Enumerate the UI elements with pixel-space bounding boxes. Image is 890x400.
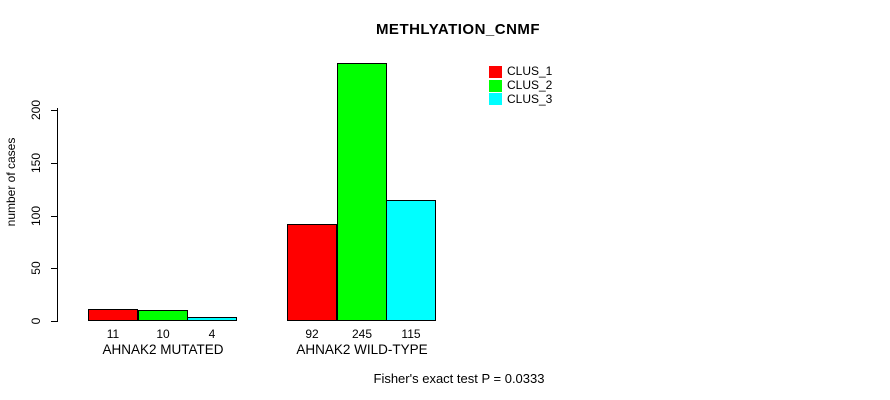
bar-CLUS_2 bbox=[138, 310, 188, 321]
y-axis-label: number of cases bbox=[4, 137, 18, 227]
bar-value-label: 92 bbox=[305, 327, 319, 341]
y-tick-label: 100 bbox=[29, 205, 43, 227]
x-axis-group-label: AHNAK2 MUTATED bbox=[102, 342, 224, 357]
bar-CLUS_1 bbox=[88, 309, 138, 321]
legend-label: CLUS_3 bbox=[507, 91, 553, 106]
fisher-test-annotation: Fisher's exact test P = 0.0333 bbox=[373, 371, 545, 386]
bar-value-label: 115 bbox=[401, 327, 421, 341]
legend-swatch-icon bbox=[489, 93, 502, 106]
y-tick-label: 150 bbox=[29, 152, 43, 174]
y-tick-mark bbox=[51, 321, 58, 322]
x-axis-group-label: AHNAK2 WILD-TYPE bbox=[296, 342, 428, 357]
legend-label: CLUS_1 bbox=[507, 64, 553, 79]
y-tick-mark bbox=[51, 163, 58, 164]
legend-item: CLUS_3 bbox=[489, 92, 552, 106]
y-tick-mark bbox=[51, 216, 58, 217]
legend-item: CLUS_1 bbox=[489, 65, 552, 79]
bar-value-label: 11 bbox=[106, 327, 120, 341]
bar-value-label: 10 bbox=[156, 327, 170, 341]
bar-value-label: 4 bbox=[208, 327, 216, 341]
bar-CLUS_3 bbox=[187, 317, 237, 321]
legend-label: CLUS_2 bbox=[507, 78, 553, 93]
y-tick-mark bbox=[51, 268, 58, 269]
y-tick-mark bbox=[51, 110, 58, 111]
y-axis-line bbox=[57, 108, 58, 322]
bar-CLUS_3 bbox=[386, 200, 436, 321]
bar-CLUS_1 bbox=[287, 224, 337, 321]
legend: CLUS_1 CLUS_2 CLUS_3 bbox=[489, 65, 552, 106]
chart-title: METHLYATION_CNMF bbox=[375, 21, 541, 38]
y-tick-label: 0 bbox=[29, 317, 43, 325]
bar-CLUS_2 bbox=[337, 63, 387, 321]
legend-swatch-icon bbox=[489, 79, 502, 92]
bar-value-label: 245 bbox=[351, 327, 373, 341]
legend-item: CLUS_2 bbox=[489, 79, 552, 93]
y-tick-label: 200 bbox=[29, 99, 43, 121]
y-tick-label: 50 bbox=[29, 261, 43, 275]
legend-swatch-icon bbox=[489, 65, 502, 78]
